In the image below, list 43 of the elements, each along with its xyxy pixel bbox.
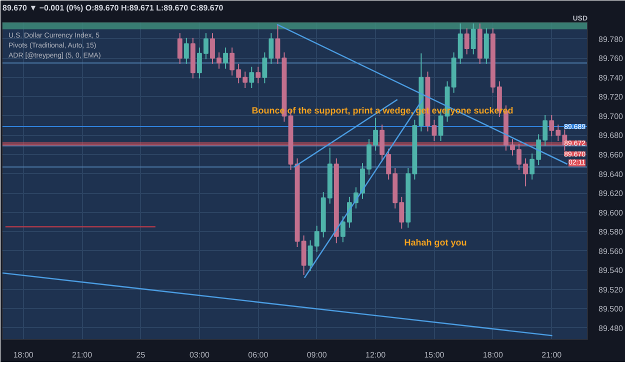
candlestick (464, 28, 470, 55)
y-tick-label: 89.620 (598, 189, 624, 198)
y-tick-label: 89.640 (598, 170, 624, 179)
candlestick (242, 71, 248, 89)
candlestick (262, 52, 268, 84)
x-tick-label: 21:00 (542, 350, 562, 360)
y-tick-label: 89.560 (598, 246, 624, 256)
candlestick (268, 32, 274, 64)
candlestick (275, 24, 280, 64)
x-tick-label: 25 (136, 350, 146, 360)
y-tick-label: 89.740 (598, 73, 624, 82)
y-tick-label: 89.780 (598, 34, 624, 44)
y-tick-label: 89.760 (598, 54, 624, 64)
y-tick-label: 89.660 (598, 150, 624, 160)
x-tick-label: 06:00 (248, 350, 269, 360)
chart-title: 89.670 ▼ −0.001 (0%) O:89.670 H:89.671 L:89.670 C:89.670 (2, 4, 224, 12)
candlestick (340, 216, 346, 243)
x-tick-label: 12:00 (366, 350, 386, 360)
y-tick-label: 89.540 (598, 266, 624, 276)
y-tick-label: 89.520 (598, 285, 624, 294)
candlestick (432, 119, 437, 142)
x-tick-label: 03:00 (189, 350, 210, 360)
y-tick-label: 89.600 (598, 208, 624, 218)
candlestick (347, 196, 352, 228)
candlestick (249, 66, 254, 89)
candlestick (542, 114, 548, 146)
y-tick-label: 89.680 (598, 131, 624, 140)
y-tick-label: 89.500 (598, 304, 624, 314)
x-tick-label: 18:00 (482, 350, 504, 360)
y-tick-label: 89.480 (598, 324, 624, 333)
x-tick-label: 09:00 (306, 350, 328, 360)
x-tick-label: 18:00 (13, 350, 34, 360)
candlestick (223, 47, 228, 70)
y-tick-label: 89.700 (598, 112, 624, 121)
x-tick-label: 15:00 (424, 350, 445, 360)
y-tick-label: 89.580 (598, 228, 624, 237)
candlestick (184, 37, 189, 64)
x-tick-label: 21:00 (72, 350, 93, 360)
candlestick (470, 22, 476, 55)
y-tick-label: 89.720 (598, 92, 624, 102)
annotation: Hahah got you (404, 238, 467, 248)
candlestick (256, 66, 261, 84)
candlestick (177, 32, 182, 64)
